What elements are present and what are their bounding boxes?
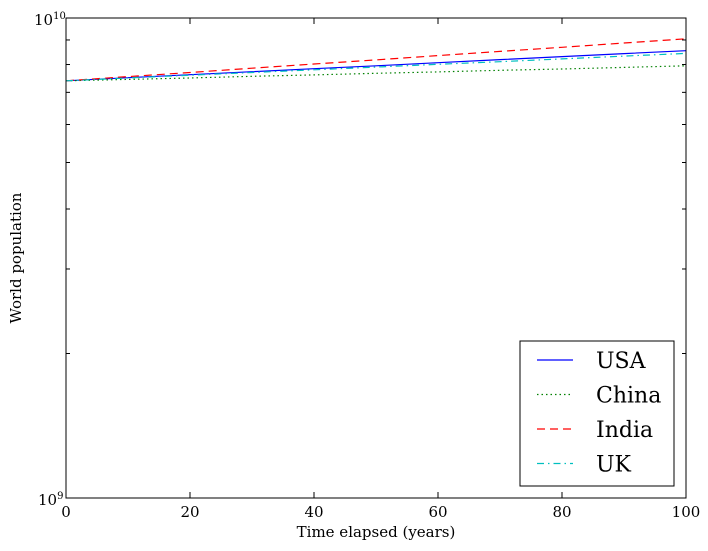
y-tick-labels: 109 1010 [34,11,66,509]
x-axis-label: Time elapsed (years) [297,523,456,541]
legend-label-usa: USA [596,349,647,374]
legend-label-india: India [596,418,653,443]
x-tick-label: 0 [61,503,71,521]
x-tick-label: 20 [180,503,199,521]
plot-frame [65,17,687,499]
legend: USA China India UK [519,340,675,487]
series-layer [65,38,687,82]
x-tick-label: 60 [428,503,447,521]
legend-box [519,340,675,487]
y-tick-label: 1010 [34,11,66,29]
legend-label-china: China [596,384,661,409]
x-tick-labels: 0 20 40 60 80 100 [61,503,700,521]
legend-label-uk: UK [596,453,632,478]
series-line-uk [65,52,687,82]
y-axis-label: World population [7,192,25,323]
y-tick-label: 109 [38,491,63,509]
x-tick-label: 80 [552,503,571,521]
x-tick-label: 40 [304,503,323,521]
x-tick-label: 100 [672,503,701,521]
